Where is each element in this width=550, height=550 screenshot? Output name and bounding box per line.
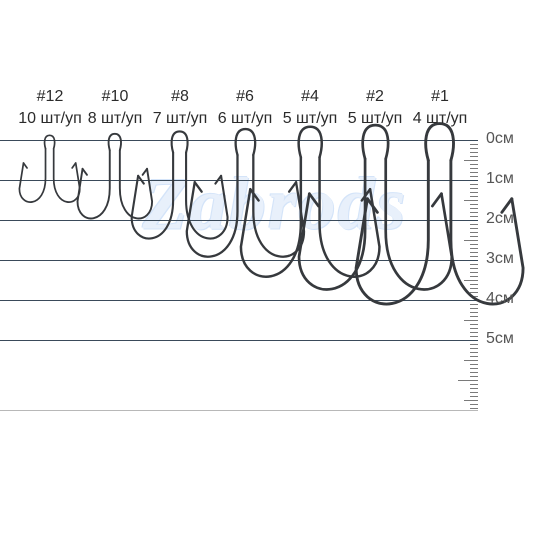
ruler-tick [470, 364, 478, 365]
ruler-tick [470, 392, 478, 393]
ruler-tick [470, 348, 478, 349]
scale-label: 0см [486, 130, 514, 148]
ruler-tick [470, 336, 478, 337]
size-number: #2 [348, 86, 403, 108]
size-number: #12 [18, 86, 82, 108]
scale-label: 4см [486, 290, 514, 308]
quantity-label: 5 шт/уп [283, 108, 338, 130]
hook-size-label: #14 шт/уп [413, 86, 468, 129]
quantity-label: 4 шт/уп [413, 108, 468, 130]
size-number: #8 [153, 86, 208, 108]
size-chart: Zabrods0см1см2см3см4см5см#1210 шт/уп#108… [0, 0, 550, 550]
ruler-tick [470, 376, 478, 377]
quantity-label: 7 шт/уп [153, 108, 208, 130]
hook-size-label: #87 шт/уп [153, 86, 208, 129]
ruler-tick [470, 352, 478, 353]
ruler-tick [470, 384, 478, 385]
hook-size-label: #66 шт/уп [218, 86, 273, 129]
hook-size-label: #108 шт/уп [88, 86, 143, 129]
scale-label: 1см [486, 170, 514, 188]
quantity-label: 6 шт/уп [218, 108, 273, 130]
quantity-label: 5 шт/уп [348, 108, 403, 130]
ruler-tick [470, 396, 478, 397]
size-number: #10 [88, 86, 143, 108]
size-number: #4 [283, 86, 338, 108]
ruler-tick [464, 400, 478, 401]
gridline-extra [0, 410, 478, 411]
scale-label: 3см [486, 250, 514, 268]
scale-label: 2см [486, 210, 514, 228]
ruler-tick [470, 388, 478, 389]
ruler-tick [470, 356, 478, 357]
ruler-tick [464, 360, 478, 361]
hook-size-label: #25 шт/уп [348, 86, 403, 129]
ruler-tick [470, 368, 478, 369]
quantity-label: 8 шт/уп [88, 108, 143, 130]
hook-size-label: #1210 шт/уп [18, 86, 82, 129]
ruler-tick [470, 404, 478, 405]
scale-label: 5см [486, 330, 514, 348]
quantity-label: 10 шт/уп [18, 108, 82, 130]
ruler-tick [470, 344, 478, 345]
gridline-cm [0, 340, 478, 341]
ruler-tick [470, 372, 478, 373]
ruler-tick [458, 380, 478, 381]
size-number: #6 [218, 86, 273, 108]
ruler-tick [470, 408, 478, 409]
hook-size-label: #45 шт/уп [283, 86, 338, 129]
size-number: #1 [413, 86, 468, 108]
